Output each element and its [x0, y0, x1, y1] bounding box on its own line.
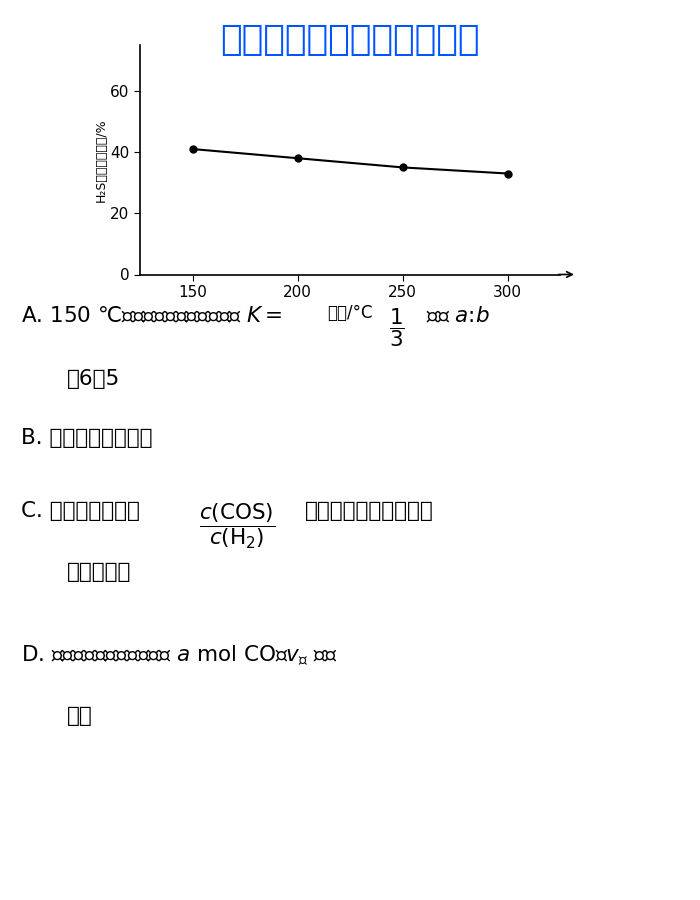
Text: 微信公众号关注：趣找答案: 微信公众号关注：趣找答案 — [220, 23, 480, 58]
Text: C. 若一段时间后，: C. 若一段时间后， — [21, 501, 140, 521]
Y-axis label: H₂S的平衡转化率/%: H₂S的平衡转化率/% — [94, 118, 107, 202]
Text: ，则 $a$:$b$: ，则 $a$:$b$ — [426, 306, 489, 326]
Text: $\dfrac{c(\mathrm{COS})}{c(\mathrm{H_2})}$: $\dfrac{c(\mathrm{COS})}{c(\mathrm{H_2})… — [199, 501, 276, 551]
Text: B. 该反应为吸热反应: B. 该反应为吸热反应 — [21, 428, 153, 447]
Text: 到平衡状态: 到平衡状态 — [66, 562, 131, 582]
Text: ＝6：5: ＝6：5 — [66, 369, 120, 389]
Text: A. 150 ℃时，若该反应的平衡常数 $K=$: A. 150 ℃时，若该反应的平衡常数 $K=$ — [21, 306, 283, 326]
Text: 保持不变，则该反应达: 保持不变，则该反应达 — [304, 501, 433, 521]
X-axis label: 温度/°C: 温度/°C — [328, 304, 372, 322]
Text: $\dfrac{1}{3}$: $\dfrac{1}{3}$ — [389, 306, 404, 348]
Text: D. 平衡后，向容器中再通入 $a$ mol CO，$v_{正}$ 逐渐: D. 平衡后，向容器中再通入 $a$ mol CO，$v_{正}$ 逐渐 — [21, 644, 337, 668]
Text: 增大: 增大 — [66, 706, 92, 726]
